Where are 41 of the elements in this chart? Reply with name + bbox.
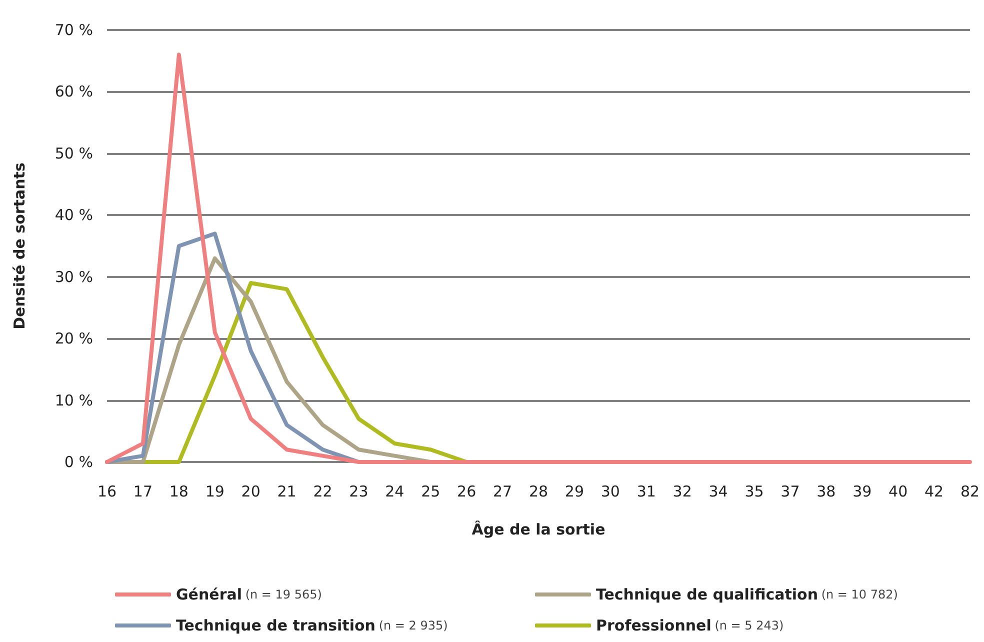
y-axis-title: Densité de sortants [10,162,28,330]
x-axis-title: Âge de la sortie [472,520,606,538]
x-tick-label: 20 [241,482,260,500]
y-tick-label: 10 % [54,391,93,410]
x-tick-label: 18 [169,482,188,500]
line-series [105,232,361,464]
y-tick-label: 60 % [54,82,93,101]
x-tick-label: 39 [852,482,872,500]
x-tick-label: 21 [277,482,296,500]
legend-label: Technique de transition (n = 2 935) [176,616,448,634]
x-tick-label: 35 [744,482,764,500]
x-tick-label: 22 [313,482,332,500]
x-tick-label: 42 [924,482,944,500]
x-tick-label: 16 [97,482,117,500]
x-tick-label: 17 [133,482,153,500]
x-tick-label: 30 [600,482,620,500]
y-tick-label: 30 % [54,268,93,286]
y-tick-label: 20 % [54,330,93,348]
x-tick-label: 23 [349,482,368,500]
x-tick-label: 24 [385,482,404,500]
y-tick-label: 50 % [54,144,93,162]
y-tick-label: 70 % [54,21,93,39]
x-tick-label: 32 [672,482,692,500]
x-tick-label: 34 [708,482,728,500]
y-tick-label: 40 % [54,206,93,224]
x-tick-label: 31 [636,482,656,500]
y-tick-label: 0 % [64,453,93,471]
line-series [105,52,972,464]
x-tick-label: 29 [564,482,584,500]
x-tick-label: 28 [528,482,548,500]
x-tick-label: 27 [492,482,512,500]
legend-label: Général (n = 19 565) [176,586,322,604]
x-tick-label: 25 [421,482,440,500]
x-tick-label: 37 [780,482,800,500]
legend-label: Professionnel (n = 5 243) [596,616,784,634]
x-tick-label: 40 [888,482,908,500]
x-tick-label: 26 [457,482,476,500]
x-tick-label: 38 [816,482,836,500]
x-tick-label: 82 [960,482,980,500]
x-tick-label: 19 [205,482,224,500]
legend-label: Technique de qualification (n = 10 782) [596,586,898,604]
